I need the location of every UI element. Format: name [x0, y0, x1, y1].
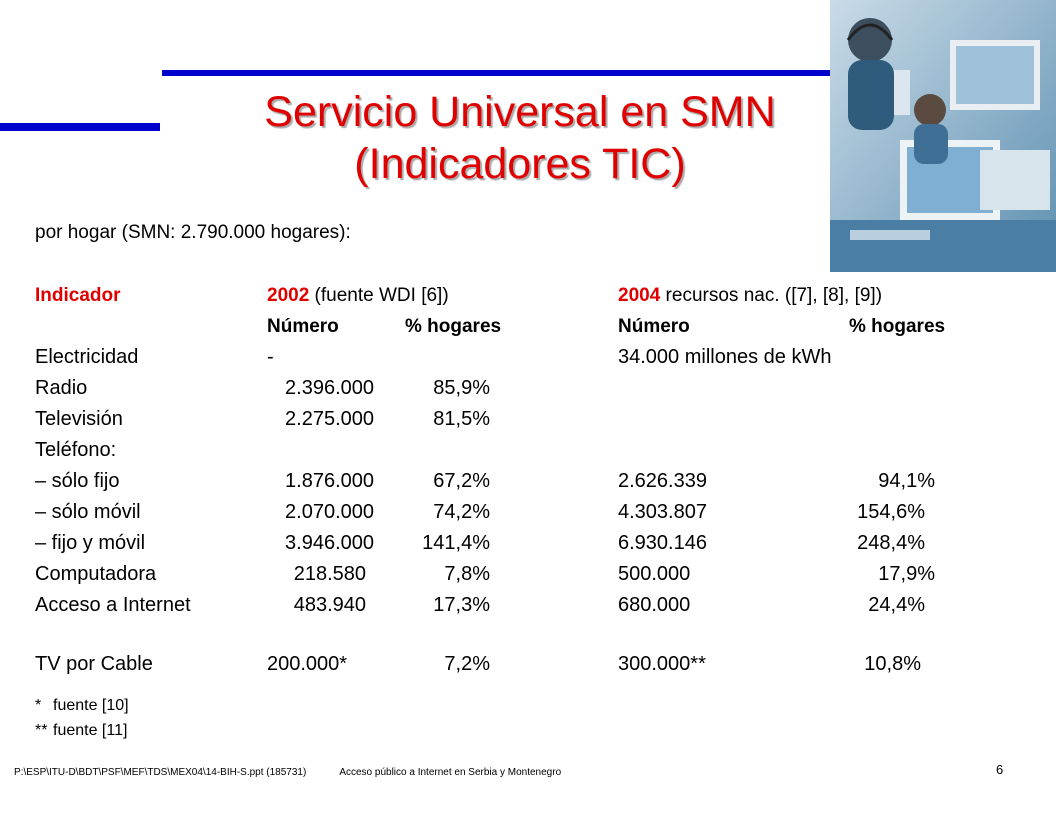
title-line-2: (Indicadores TIC): [354, 140, 686, 188]
footer-caption: Acceso público a Internet en Serbia y Mo…: [339, 767, 562, 778]
header-numero-2002: Número: [267, 316, 339, 337]
row-pct-2002: 141,4%: [422, 532, 490, 554]
row-number-2002: 2.070.000: [285, 501, 374, 523]
note-text: fuente [10]: [53, 697, 129, 714]
row-label: Electricidad: [35, 346, 139, 368]
row-pct-2002: 7,8%: [444, 563, 490, 585]
row-number-2002: 3.946.000: [285, 532, 374, 554]
table-header-row: Indicador 2002 (fuente WDI [6]) 2004 rec…: [35, 285, 1035, 313]
table-spacer: [35, 625, 1035, 653]
row-number-2004: 34.000 millones de kWh: [618, 346, 832, 368]
slide-footer: P:\ESP\ITU-D\BDT\PSF\MEF\TDS\MEX04\14-BI…: [14, 767, 561, 778]
row-label: TV por Cable: [35, 653, 153, 675]
table-row: Electricidad - 34.000 millones de kWh: [35, 346, 1035, 377]
row-pct-2002: 74,2%: [433, 501, 490, 523]
note-mark: **: [35, 722, 48, 739]
note-text: fuente [11]: [53, 722, 128, 739]
row-pct-2002: 7,2%: [444, 653, 490, 675]
note-mark: *: [35, 697, 42, 714]
row-number-2002: 200.000*: [267, 653, 348, 675]
row-number-2004: 680.000: [618, 594, 691, 616]
row-pct-2002: 85,9%: [433, 377, 490, 399]
row-label: Computadora: [35, 563, 157, 585]
header-2004-year: 2004: [618, 285, 661, 306]
row-number-2004: 4.303.807: [618, 501, 707, 523]
table-row: Televisión 2.275.000 81,5%: [35, 408, 1035, 439]
row-number-2004: 300.000**: [618, 653, 706, 675]
row-pct-2004: 24,4%: [868, 594, 925, 616]
table-row: Acceso a Internet 483.940 17,3% 680.000 …: [35, 594, 1035, 625]
row-pct-2004: 94,1%: [878, 470, 935, 492]
table-row: Radio 2.396.000 85,9%: [35, 377, 1035, 408]
header-numero-2004: Número: [618, 316, 690, 337]
row-label: – sólo móvil: [35, 501, 141, 523]
call-center-photo: [830, 0, 1056, 272]
table-row: – sólo móvil 2.070.000 74,2% 4.303.807 1…: [35, 501, 1035, 532]
row-number-2004: 2.626.339: [618, 470, 707, 492]
title-line-1: Servicio Universal en SMN: [264, 88, 776, 136]
row-number-2002: 218.580: [293, 563, 366, 585]
row-label: – sólo fijo: [35, 470, 120, 492]
header-2002-source: (fuente WDI [6]): [309, 285, 449, 306]
header-pct-2004: % hogares: [849, 316, 946, 337]
title-decoration-bar-top: [162, 70, 838, 76]
header-pct-2002: % hogares: [405, 316, 502, 337]
row-number-2004: 500.000: [618, 563, 691, 585]
row-pct-2002: 81,5%: [433, 408, 490, 430]
row-number-2002: 483.940: [293, 594, 366, 616]
row-label: – fijo y móvil: [35, 532, 146, 554]
row-number-2002: 1.876.000: [285, 470, 374, 492]
row-number-2002: -: [267, 346, 274, 368]
page-number: 6: [996, 762, 1004, 777]
row-number-2004: 6.930.146: [618, 532, 707, 554]
header-2002-year: 2002: [267, 285, 310, 306]
table-row: – fijo y móvil 3.946.000 141,4% 6.930.14…: [35, 532, 1035, 563]
households-subtitle: por hogar (SMN: 2.790.000 hogares):: [35, 222, 351, 243]
row-label: Radio: [35, 377, 88, 399]
row-pct-2004: 248,4%: [857, 532, 925, 554]
row-label: Teléfono:: [35, 439, 117, 461]
table-row: Computadora 218.580 7,8% 500.000 17,9%: [35, 563, 1035, 594]
indicator-table: Electricidad - 34.000 millones de kWh Ra…: [35, 346, 1035, 684]
row-pct-2002: 17,3%: [433, 594, 490, 616]
header-2004-source: recursos nac. ([7], [8], [9]): [660, 285, 883, 306]
table-row: – sólo fijo 1.876.000 67,2% 2.626.339 94…: [35, 470, 1035, 501]
row-number-2002: 2.275.000: [285, 408, 374, 430]
row-pct-2002: 67,2%: [433, 470, 490, 492]
header-2002: 2002 (fuente WDI [6]): [267, 285, 449, 307]
header-2004: 2004 recursos nac. ([7], [8], [9]): [618, 285, 882, 307]
footer-file-path: P:\ESP\ITU-D\BDT\PSF\MEF\TDS\MEX04\14-BI…: [14, 767, 307, 778]
row-pct-2004: 17,9%: [878, 563, 935, 585]
table-row: Teléfono:: [35, 439, 1035, 470]
row-pct-2004: 154,6%: [857, 501, 925, 523]
slide-title: Servicio Universal en SMN (Indicadores T…: [160, 86, 880, 190]
header-indicator: Indicador: [35, 285, 121, 306]
title-decoration-bar-left: [0, 123, 160, 131]
table-subheader-row: Número % hogares Número % hogares: [35, 316, 1035, 344]
row-number-2002: 2.396.000: [285, 377, 374, 399]
row-label: Televisión: [35, 408, 123, 430]
row-label: Acceso a Internet: [35, 594, 191, 616]
table-row: TV por Cable 200.000* 7,2% 300.000** 10,…: [35, 653, 1035, 684]
row-pct-2004: 10,8%: [864, 653, 921, 675]
